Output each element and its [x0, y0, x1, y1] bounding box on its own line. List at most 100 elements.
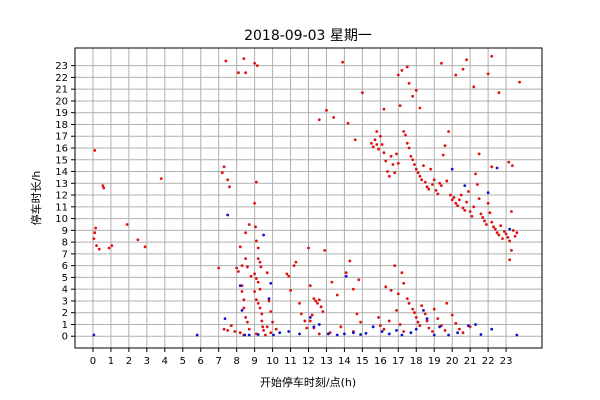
- y-tick-label: 2: [62, 308, 68, 319]
- red-data-point: [237, 270, 240, 273]
- red-data-point: [407, 81, 411, 85]
- red-data-point: [93, 231, 97, 235]
- blue-data-point: [317, 323, 321, 326]
- red-data-point: [472, 85, 476, 89]
- x-tick-label: 23: [500, 356, 513, 367]
- red-data-point: [143, 245, 147, 249]
- red-data-point: [484, 223, 488, 226]
- red-data-point: [271, 320, 274, 324]
- red-data-point: [398, 104, 402, 108]
- red-data-point: [452, 196, 456, 199]
- y-tick-label: 15: [55, 155, 68, 166]
- red-data-point: [448, 193, 452, 197]
- red-data-point: [457, 198, 461, 202]
- red-data-point: [404, 133, 407, 137]
- red-data-point: [395, 152, 398, 156]
- red-data-point: [411, 158, 415, 162]
- red-data-point: [339, 325, 343, 329]
- red-data-point: [497, 233, 501, 237]
- red-data-point: [431, 183, 434, 186]
- x-tick-label: 4: [162, 356, 168, 367]
- red-data-point: [508, 258, 512, 262]
- red-data-point: [461, 331, 465, 335]
- red-data-point: [427, 326, 431, 330]
- red-data-point: [253, 61, 257, 65]
- blue-data-point: [515, 333, 519, 337]
- red-data-point: [466, 190, 470, 193]
- red-data-point: [244, 231, 248, 235]
- red-data-point: [515, 231, 519, 235]
- red-data-point: [418, 106, 422, 110]
- red-data-point: [269, 310, 273, 313]
- red-data-point: [226, 328, 230, 332]
- red-data-point: [242, 306, 246, 310]
- red-data-point: [384, 285, 388, 289]
- x-tick-label: 18: [410, 356, 423, 367]
- red-data-point: [254, 225, 257, 229]
- red-data-point: [438, 181, 442, 185]
- red-data-point: [382, 327, 386, 331]
- red-data-point: [420, 304, 424, 308]
- blue-data-point: [486, 191, 490, 195]
- red-data-point: [317, 118, 321, 122]
- red-data-point: [389, 154, 393, 158]
- x-tick-label: 11: [284, 356, 297, 367]
- red-data-point: [305, 326, 309, 330]
- red-data-point: [416, 171, 420, 175]
- red-data-point: [382, 107, 386, 111]
- red-data-point: [341, 60, 345, 64]
- blue-data-point: [243, 333, 247, 337]
- red-data-point: [287, 274, 291, 278]
- red-data-point: [244, 257, 248, 260]
- red-data-point: [510, 210, 513, 213]
- blue-data-point: [466, 324, 470, 328]
- red-data-point: [244, 316, 248, 319]
- red-data-point: [346, 121, 350, 125]
- blue-data-point: [247, 333, 251, 337]
- red-data-point: [493, 227, 497, 231]
- red-data-point: [400, 271, 404, 275]
- blue-data-point: [256, 333, 260, 336]
- blue-data-point: [335, 333, 339, 337]
- y-tick-label: 20: [55, 96, 68, 107]
- red-data-point: [378, 324, 382, 328]
- red-data-point: [159, 177, 163, 180]
- red-data-point: [393, 171, 397, 175]
- blue-data-point: [238, 284, 242, 288]
- red-data-point: [393, 264, 397, 268]
- red-data-point: [499, 224, 503, 228]
- red-data-point: [434, 188, 438, 192]
- red-data-point: [443, 144, 447, 148]
- red-data-point: [389, 288, 393, 292]
- blue-data-point: [298, 332, 301, 336]
- red-data-point: [450, 313, 454, 317]
- red-data-point: [477, 152, 481, 156]
- blue-data-point: [371, 325, 375, 329]
- y-axis-label: 停车时长/h: [29, 171, 43, 226]
- red-data-point: [255, 64, 259, 68]
- blue-data-point: [352, 331, 355, 335]
- blue-data-point: [272, 333, 275, 337]
- blue-data-point: [380, 330, 384, 333]
- blue-data-point: [395, 328, 398, 332]
- red-data-point: [456, 204, 459, 208]
- red-data-point: [414, 316, 418, 319]
- red-data-point: [488, 211, 492, 215]
- red-data-point: [285, 272, 289, 276]
- red-data-point: [450, 198, 454, 202]
- red-data-point: [411, 307, 415, 311]
- red-data-point: [459, 193, 463, 197]
- red-data-point: [294, 260, 298, 264]
- y-tick-label: 3: [62, 296, 68, 307]
- red-data-point: [402, 130, 406, 133]
- red-data-point: [436, 192, 440, 196]
- red-data-point: [348, 259, 352, 263]
- red-data-point: [477, 197, 481, 200]
- red-data-point: [258, 287, 262, 291]
- red-data-point: [506, 236, 510, 239]
- red-data-point: [429, 167, 433, 171]
- blue-data-point: [326, 332, 330, 336]
- red-data-point: [93, 148, 97, 152]
- red-data-point: [256, 280, 260, 284]
- blue-data-point: [267, 297, 271, 300]
